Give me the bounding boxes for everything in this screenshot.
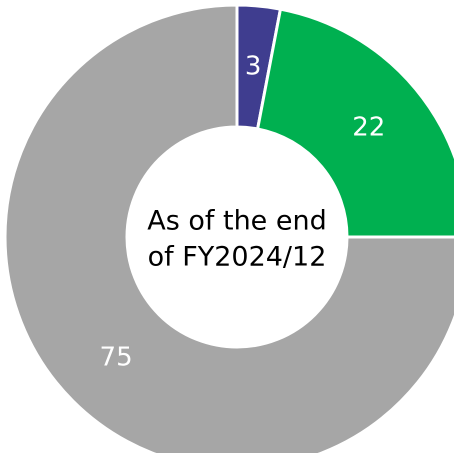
- center-text: As of the end: [147, 206, 326, 237]
- donut-segment: [255, 7, 454, 239]
- data-label: 22: [352, 113, 385, 143]
- donut-segment: [3, 3, 454, 453]
- data-label: 3: [245, 51, 262, 81]
- data-label: 75: [100, 342, 133, 372]
- center-text: of FY2024/12: [148, 242, 327, 273]
